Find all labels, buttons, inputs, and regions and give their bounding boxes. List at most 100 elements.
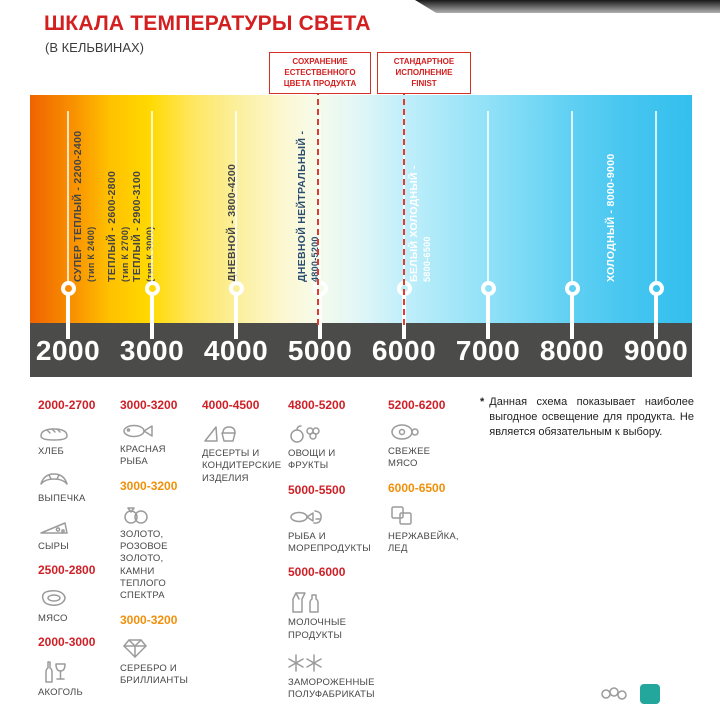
legend-item: СВЕЖЕЕ МЯСО (388, 421, 472, 471)
fruits-icon (290, 425, 320, 443)
legend-item: ЗАМОРОЖЕННЫЕ ПОЛУФАБРИКАТЫ (288, 652, 388, 702)
diamond-icon (123, 639, 147, 658)
zone-label-warm-2700: ТЕПЛЫЙ - 2600-2800 (тип К 2700) (106, 112, 132, 282)
legend-item-label: СВЕЖЕЕ МЯСО (388, 446, 431, 470)
page-subtitle: (В КЕЛЬВИНАХ) (45, 40, 144, 55)
pin-stem (318, 295, 322, 339)
corner-badge (640, 684, 660, 704)
pin-stem (486, 295, 490, 339)
kelvin-tick-2000: 2000 (35, 335, 101, 366)
legend-item-label: НЕРЖАВЕЙКА, ЛЕД (388, 530, 459, 555)
note-text: Данная схема показывает наиболее выгодно… (489, 396, 694, 439)
zone-label-cold: ХОЛОДНЫЙ - 8000-9000 (605, 112, 618, 282)
zone-main-text: ХОЛОДНЫЙ - 8000-9000 (605, 153, 617, 282)
pin-tick-line (571, 111, 573, 283)
dessert-icon (204, 426, 236, 442)
pin-tick-line (235, 111, 237, 283)
legend-item: КРАСНАЯ РЫБА (120, 421, 200, 469)
pin-stem (150, 295, 154, 339)
zone-main-text: ТЕПЛЫЙ - 2600-2800 (106, 170, 118, 282)
legend-item-label: МЯСО (38, 613, 68, 625)
pin-circle (229, 281, 244, 296)
fresh-meat-icon (391, 424, 419, 440)
callout-standard-finist: СТАНДАРТНОЕ ИСПОЛНЕНИЕ FINIST (377, 52, 471, 95)
zone-label-super-warm: СУПЕР ТЕПЛЫЙ - 2200-2400 (тип К 2400) (72, 112, 98, 282)
legend-column-2: 3000-3200 КРАСНАЯ РЫБА 3000-3200 ЗОЛОТО,… (120, 392, 200, 697)
pin-stem (570, 295, 574, 339)
legend-column-3: 4000-4500 ДЕСЕРТЫ И КОНДИТЕРСКИЕ ИЗДЕЛИЯ (202, 392, 284, 495)
legend-range: 4800-5200 (288, 398, 346, 412)
dashed-line-6000 (403, 89, 405, 325)
zone-main-text: СУПЕР ТЕПЛЫЙ - 2200-2400 (72, 130, 84, 282)
pin-tick-line (319, 111, 321, 283)
kelvin-tick-6000: 6000 (371, 335, 437, 366)
legend-item-label: МОЛОЧНЫЕ ПРОДУКТЫ (288, 617, 347, 641)
legend-item: МОЛОЧНЫЕ ПРОДУКТЫ (288, 588, 388, 642)
zone-main-text: ТЕПЛЫЙ - 2900-3100 (131, 170, 143, 282)
bread-icon (40, 428, 68, 441)
top-edge-shadow (415, 0, 720, 13)
pin-circle (145, 281, 160, 296)
zone-label-daylight: ДНЕВНОЙ - 3800-4200 (226, 112, 239, 282)
pin-circle (481, 281, 496, 296)
page-title: ШКАЛА ТЕМПЕРАТУРЫ СВЕТА (44, 12, 371, 35)
cheese-icon (40, 521, 68, 534)
legend-item-label: ЗОЛОТО, РОЗОВОЕ ЗОЛОТО, КАМНИ ТЕПЛОГО СП… (120, 528, 168, 602)
legend-range: 4000-4500 (202, 398, 260, 412)
frozen-icon (288, 654, 322, 672)
legend-item: СЫРЫ (38, 516, 113, 553)
legend-range: 6000-6500 (388, 480, 446, 495)
ice-icon (391, 505, 412, 525)
temperature-gradient (30, 95, 692, 323)
dairy-icon (292, 592, 319, 614)
legend-item-label: АКОГОЛЬ (38, 687, 83, 699)
pastry-icon (40, 473, 68, 486)
callout-standard-finist-text: СТАНДАРТНОЕ ИСПОЛНЕНИЕ FINIST (393, 57, 455, 88)
legend-item: МЯСО (38, 586, 113, 625)
callout-preserve-color-text: СОХРАНЕНИЕ ЕСТЕСТВЕННОГО ЦВЕТА ПРОДУКТА (283, 57, 357, 88)
legend-item: НЕРЖАВЕЙКА, ЛЕД (388, 504, 472, 556)
zone-label-cool-white: БЕЛЫЙ ХОЛОДНЫЙ -5800-6500 (408, 112, 434, 282)
legend-item: ДЕСЕРТЫ И КОНДИТЕРСКИЕ ИЗДЕЛИЯ (202, 421, 284, 485)
legend-item: ЗОЛОТО, РОЗОВОЕ ЗОЛОТО, КАМНИ ТЕПЛОГО СП… (120, 502, 200, 603)
legend-item: ХЛЕБ (38, 421, 113, 458)
legend-item: ОВОЩИ И ФРУКТЫ (288, 421, 388, 473)
legend-column-5: 5200-6200 СВЕЖЕЕ МЯСО 6000-6500 НЕРЖАВЕЙ… (388, 392, 472, 565)
alcohol-icon (45, 661, 66, 684)
legend-range: 5200-6200 (388, 398, 446, 412)
zone-main-text: БЕЛЫЙ ХОЛОДНЫЙ - (408, 165, 420, 282)
cropped-corner-icon (601, 687, 627, 700)
legend-column-4: 4800-5200 ОВОЩИ И ФРУКТЫ 5000-5500 РЫБА … (288, 392, 388, 704)
legend-range: 2000-3000 (38, 635, 96, 650)
red-fish-icon (123, 424, 153, 438)
zone-sub-text: 5800-6500 (422, 236, 433, 282)
legend-item-label: РЫБА И МОРЕПРОДУКТЫ (288, 530, 371, 555)
gold-icon (124, 506, 148, 524)
pin-stem (234, 295, 238, 339)
kelvin-tick-5000: 5000 (287, 335, 353, 366)
dashed-line-5000 (317, 89, 319, 325)
kelvin-tick-8000: 8000 (539, 335, 605, 366)
legend: 2000-2700 ХЛЕБ ВЫПЕЧКА СЫРЫ 2500-2800 МЯ… (0, 392, 720, 704)
note-asterisk: * (480, 396, 485, 408)
kelvin-tick-4000: 4000 (203, 335, 269, 366)
zone-sub-text: (тип К 2700) (120, 226, 131, 283)
legend-range: 5000-5500 (288, 482, 346, 497)
pin-circle (565, 281, 580, 296)
legend-range: 2500-2800 (38, 563, 96, 578)
footnote: * Данная схема показывает наиболее выгод… (480, 395, 694, 441)
pin-tick-line (151, 111, 153, 283)
legend-item: СЕРЕБРО И БРИЛЛИАНТЫ (120, 636, 200, 688)
legend-range: 3000-3200 (120, 612, 178, 627)
pin-tick-line (655, 111, 657, 283)
legend-item-label: КРАСНАЯ РЫБА (120, 444, 166, 468)
legend-item-label: СЫРЫ (38, 540, 69, 552)
meat-icon (41, 590, 66, 606)
legend-item-label: ХЛЕБ (38, 446, 64, 457)
legend-column-1: 2000-2700 ХЛЕБ ВЫПЕЧКА СЫРЫ 2500-2800 МЯ… (38, 392, 113, 704)
legend-range: 3000-3200 (120, 478, 178, 493)
pin-tick-line (487, 111, 489, 283)
legend-item-label: ВЫПЕЧКА (38, 493, 86, 505)
pin-tick-line (67, 111, 69, 283)
